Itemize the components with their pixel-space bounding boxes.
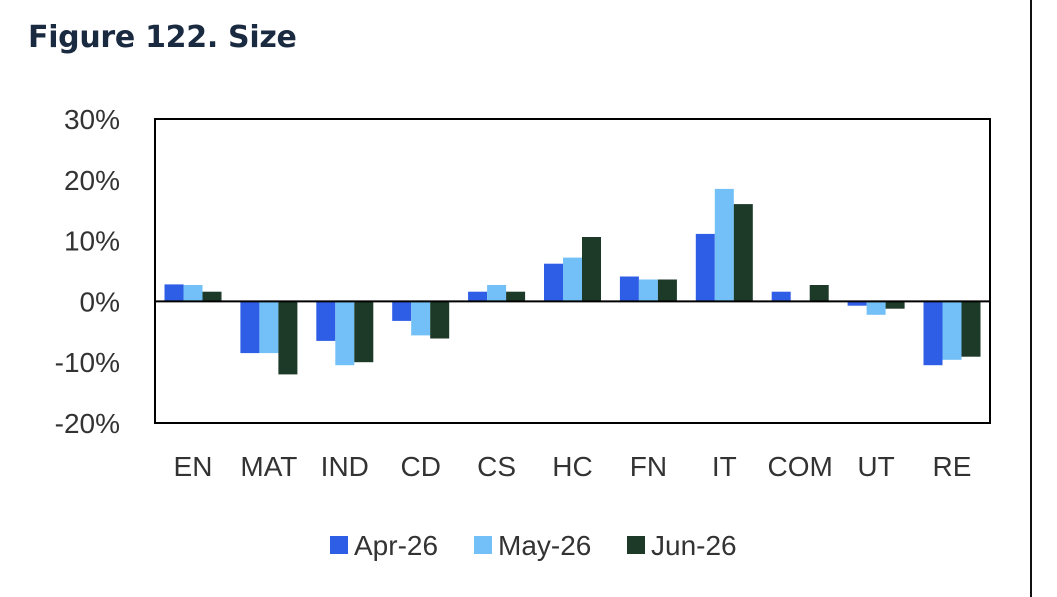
bar-ind-may-26 — [335, 301, 355, 366]
bar-com-apr-26 — [771, 291, 791, 302]
bar-re-apr-26 — [923, 301, 943, 366]
legend-label-jun-26: Jun-26 — [651, 530, 737, 561]
bar-hc-jun-26 — [582, 237, 601, 302]
x-tick-label: COM — [768, 451, 833, 482]
bar-it-jun-26 — [733, 204, 753, 302]
y-axis-ticks: 30% 20% 10% 0% -10% -20% — [55, 104, 120, 439]
x-tick-label: IT — [712, 451, 737, 482]
bar-hc-may-26 — [563, 257, 582, 302]
page-right-border — [1030, 0, 1032, 597]
x-tick-label: FN — [630, 451, 667, 482]
y-tick-label: 10% — [64, 226, 120, 257]
x-tick-label: MAT — [240, 451, 297, 482]
bar-en-apr-26 — [164, 284, 184, 302]
bar-re-may-26 — [942, 301, 962, 360]
legend: Apr-26 May-26 Jun-26 — [330, 530, 737, 561]
y-tick-label: -10% — [55, 347, 120, 378]
bar-cd-jun-26 — [430, 301, 450, 339]
bar-cs-jun-26 — [506, 291, 526, 302]
legend-label-apr-26: Apr-26 — [354, 530, 438, 561]
bars-layer — [164, 188, 981, 375]
legend-swatch-apr-26 — [330, 536, 348, 554]
bar-com-jun-26 — [809, 285, 829, 302]
x-tick-label: IND — [321, 451, 369, 482]
x-axis-ticks: EN MAT IND CD CS HC FN IT COM UT RE — [174, 451, 972, 482]
bar-hc-apr-26 — [544, 263, 563, 302]
bar-cs-apr-26 — [468, 291, 488, 302]
y-tick-label: -20% — [55, 408, 120, 439]
plot-frame — [154, 118, 991, 424]
bar-cs-may-26 — [487, 285, 507, 302]
bar-cd-apr-26 — [392, 301, 412, 321]
bar-mat-apr-26 — [240, 301, 260, 354]
bar-en-may-26 — [183, 285, 203, 302]
bar-it-apr-26 — [695, 233, 715, 302]
bar-mat-jun-26 — [278, 301, 298, 375]
x-tick-label: UT — [857, 451, 894, 482]
bar-re-jun-26 — [961, 301, 981, 357]
x-tick-label: RE — [933, 451, 972, 482]
bar-ind-jun-26 — [354, 301, 374, 363]
bar-fn-apr-26 — [619, 276, 639, 302]
bar-fn-jun-26 — [657, 279, 677, 302]
x-tick-label: CD — [400, 451, 440, 482]
bar-ind-apr-26 — [316, 301, 336, 341]
bar-mat-may-26 — [259, 301, 279, 354]
x-tick-label: HC — [552, 451, 592, 482]
figure-title: Figure 122. Size — [28, 20, 297, 55]
y-tick-label: 20% — [64, 165, 120, 196]
bar-fn-may-26 — [638, 279, 658, 302]
legend-label-may-26: May-26 — [498, 530, 591, 561]
bar-ut-may-26 — [866, 301, 886, 315]
bar-en-jun-26 — [202, 291, 222, 302]
bar-cd-may-26 — [411, 301, 431, 336]
y-tick-label: 30% — [64, 104, 120, 135]
bar-ut-apr-26 — [847, 301, 867, 306]
y-tick-label: 0% — [80, 286, 120, 317]
axes-layer — [154, 118, 991, 424]
bar-it-may-26 — [714, 188, 734, 302]
legend-swatch-may-26 — [474, 536, 492, 554]
x-tick-label: CS — [477, 451, 516, 482]
legend-swatch-jun-26 — [627, 536, 645, 554]
x-tick-label: EN — [174, 451, 213, 482]
bar-ut-jun-26 — [885, 301, 905, 309]
